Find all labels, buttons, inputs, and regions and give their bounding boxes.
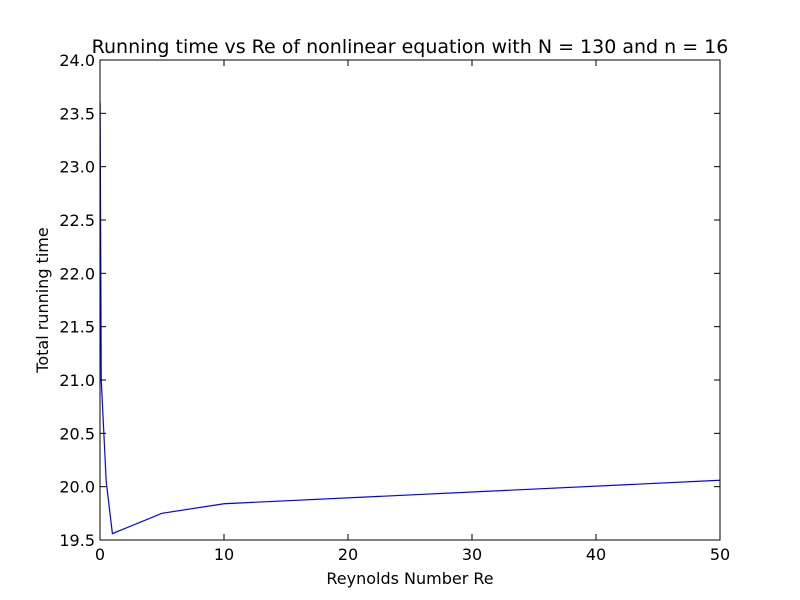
- y-tick-label: 21.0: [59, 371, 95, 390]
- x-tick-label: 0: [95, 545, 105, 564]
- x-tick-label: 10: [214, 545, 234, 564]
- ticks-layer: 0 10 20 30 40 50 19.5 20.0 20.5 21.0 21.5 22.0 22.5 2…: [59, 51, 730, 564]
- y-tick-label: 22.5: [59, 211, 95, 230]
- plot-area: 0 10 20 30 40 50 19.5 20.0 20.5 21.0 21.5 22.0 22.5 2…: [59, 51, 730, 564]
- x-axis-label: Reynolds Number Re: [326, 569, 493, 588]
- y-tick-label: 20.5: [59, 424, 95, 443]
- y-tick-label: 20.0: [59, 478, 95, 497]
- x-tick-label: 50: [710, 545, 730, 564]
- x-tick-label: 20: [338, 545, 358, 564]
- x-tick-label: 30: [462, 545, 482, 564]
- y-tick-label: 19.5: [59, 531, 95, 550]
- y-tick-label: 24.0: [59, 51, 95, 70]
- chart-title: Running time vs Re of nonlinear equation…: [92, 36, 729, 58]
- y-axis-label: Total running time: [33, 227, 52, 373]
- y-tick-label: 23.0: [59, 158, 95, 177]
- axes-frame: [99, 59, 721, 541]
- y-tick-label: 22.0: [59, 264, 95, 283]
- y-tick-label: 23.5: [59, 104, 95, 123]
- x-tick-label: 40: [586, 545, 606, 564]
- y-tick-label: 21.5: [59, 318, 95, 337]
